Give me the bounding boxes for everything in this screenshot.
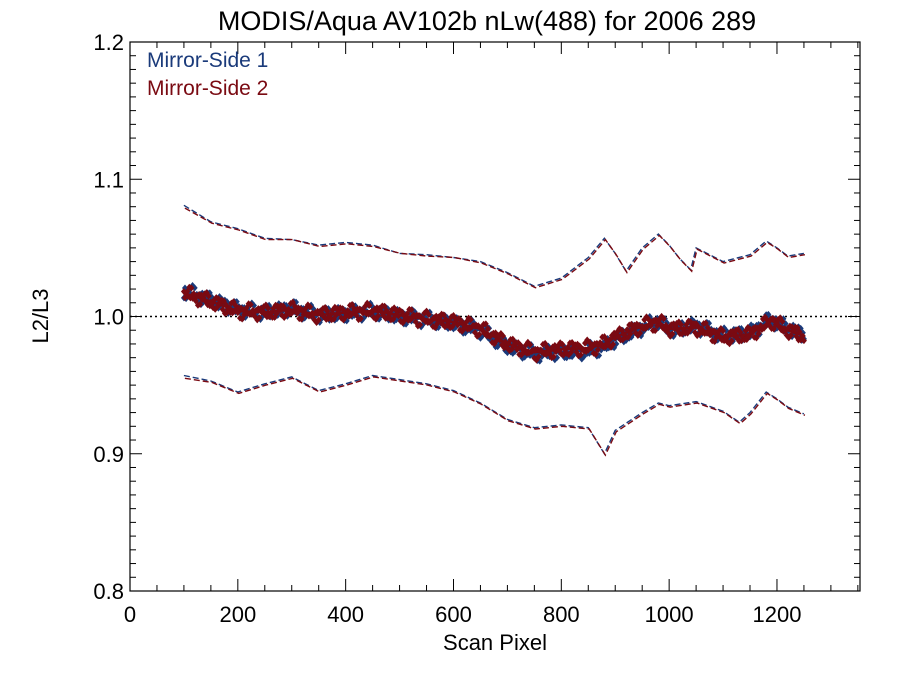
- data-point: [366, 301, 373, 309]
- data-point: [273, 310, 280, 318]
- series-2-upper-envelope: [184, 207, 806, 289]
- data-point: [205, 292, 212, 300]
- data-point: [324, 307, 331, 315]
- data-point: [637, 329, 644, 337]
- data-point: [298, 315, 305, 323]
- data-point: [197, 300, 204, 308]
- series-1-lower-envelope: [183, 374, 805, 456]
- data-point: [506, 346, 513, 354]
- x-tick-label: 800: [543, 602, 580, 627]
- series-1-markers: [180, 281, 807, 365]
- series-mirror-side-2: [180, 207, 807, 457]
- x-axis-label: Scan Pixel: [443, 630, 547, 655]
- series-layer: [180, 204, 807, 457]
- data-point: [779, 317, 786, 325]
- data-point: [327, 311, 334, 319]
- axis-ticks: 0 200 400 600 800 1000 1200 0.8 0.9 1.0 1.1 1.2: [93, 30, 860, 627]
- data-point: [294, 309, 301, 317]
- data-point: [191, 284, 198, 292]
- y-tick-label: 1.0: [93, 305, 124, 330]
- data-point: [482, 320, 489, 328]
- data-point: [550, 353, 557, 361]
- data-point: [737, 328, 744, 336]
- series-1-upper-envelope: [183, 204, 805, 288]
- data-point: [535, 353, 542, 361]
- data-point: [336, 309, 343, 317]
- data-point: [467, 316, 474, 324]
- data-point: [256, 314, 263, 322]
- data-point: [800, 337, 807, 345]
- y-tick-label: 1.1: [93, 167, 124, 192]
- x-tick-label: 200: [219, 602, 256, 627]
- data-point: [660, 315, 667, 323]
- data-point: [720, 327, 727, 335]
- data-point: [669, 330, 676, 338]
- chart-title: MODIS/Aqua AV102b nLw(488) for 2006 289: [218, 6, 756, 36]
- data-point: [627, 330, 634, 338]
- data-point: [678, 321, 685, 329]
- data-point: [408, 306, 415, 314]
- y-tick-label: 0.9: [93, 442, 124, 467]
- data-point: [787, 331, 794, 339]
- data-point: [577, 351, 584, 359]
- data-point: [610, 340, 617, 348]
- data-point: [395, 312, 402, 320]
- data-point: [796, 328, 803, 336]
- data-point: [357, 315, 364, 323]
- data-point: [417, 321, 424, 329]
- data-point: [652, 327, 659, 335]
- data-point: [307, 303, 314, 311]
- y-tick-label: 1.2: [93, 30, 124, 55]
- data-point: [594, 346, 601, 354]
- data-point: [315, 316, 322, 324]
- data-point: [188, 284, 195, 292]
- data-point: [527, 341, 534, 349]
- x-tick-label: 1200: [752, 602, 801, 627]
- data-point: [484, 325, 491, 333]
- data-point: [247, 301, 254, 309]
- data-point: [344, 307, 351, 315]
- data-point: [514, 345, 521, 353]
- data-point: [440, 311, 447, 319]
- data-point: [624, 326, 631, 334]
- x-tick-label: 600: [435, 602, 472, 627]
- data-point: [375, 312, 382, 320]
- data-point: [559, 340, 566, 348]
- data-point: [425, 310, 432, 318]
- x-tick-label: 1000: [645, 602, 694, 627]
- series-2-lower-envelope: [184, 376, 806, 457]
- data-point: [454, 321, 461, 329]
- legend-mirror-side-1: Mirror-Side 1: [147, 49, 268, 72]
- data-point: [500, 332, 507, 340]
- y-axis-label: L2/L3: [28, 288, 53, 343]
- data-point: [476, 330, 483, 338]
- data-point: [728, 337, 735, 345]
- data-point: [434, 320, 441, 328]
- legend-mirror-side-2: Mirror-Side 2: [147, 77, 268, 100]
- y-tick-label: 0.8: [93, 579, 124, 604]
- data-point: [702, 319, 709, 327]
- data-point: [265, 304, 272, 312]
- data-point: [496, 336, 503, 344]
- series-2-markers: [180, 283, 807, 364]
- x-tick-label: 0: [124, 602, 136, 627]
- x-tick-label: 400: [327, 602, 364, 627]
